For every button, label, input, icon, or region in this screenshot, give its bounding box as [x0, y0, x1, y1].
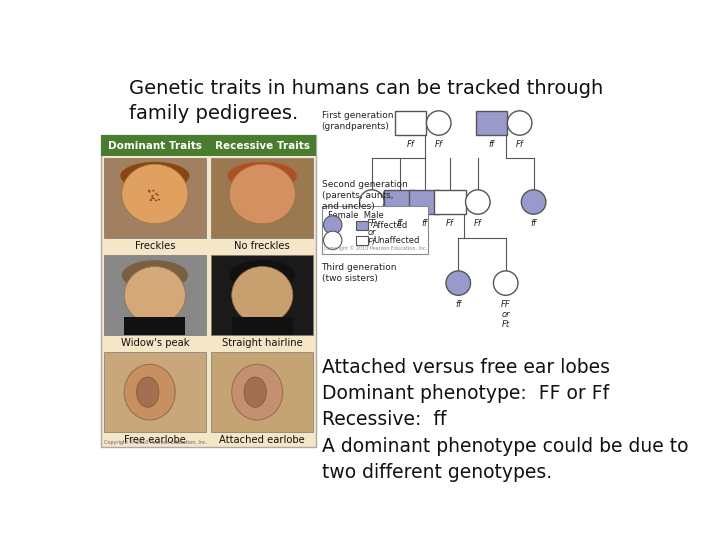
Text: Straight hairline: Straight hairline	[222, 338, 302, 348]
Text: Dominant Traits: Dominant Traits	[108, 141, 202, 151]
Ellipse shape	[232, 364, 283, 420]
Ellipse shape	[229, 164, 295, 224]
Text: ff: ff	[455, 300, 462, 309]
Text: Freckles: Freckles	[135, 241, 175, 251]
Bar	[409, 191, 441, 214]
Text: Copyright © 2010 Pearson Education, Inc.: Copyright © 2010 Pearson Education, Inc.	[104, 440, 207, 445]
Ellipse shape	[148, 191, 150, 193]
Text: Widow's peak: Widow's peak	[121, 338, 189, 348]
Ellipse shape	[323, 216, 342, 234]
Text: Attached earlobe: Attached earlobe	[220, 435, 305, 444]
Text: Female  Male: Female Male	[328, 211, 384, 220]
Bar	[384, 191, 415, 214]
Bar	[212, 158, 313, 238]
Ellipse shape	[229, 260, 295, 291]
Bar	[476, 111, 508, 134]
Text: Copyright © 2010 Pearson Education, Inc.: Copyright © 2010 Pearson Education, Inc.	[324, 245, 428, 251]
Text: Ff: Ff	[516, 140, 523, 149]
Ellipse shape	[152, 190, 155, 192]
Text: Unaffected: Unaffected	[373, 236, 419, 245]
Ellipse shape	[153, 198, 155, 199]
Text: Genetic traits in humans can be tracked through
family pedigrees.: Genetic traits in humans can be tracked …	[129, 79, 603, 123]
Ellipse shape	[446, 271, 471, 295]
Bar	[395, 111, 426, 134]
Text: Ff: Ff	[407, 140, 415, 149]
Ellipse shape	[150, 199, 152, 201]
Text: Attached versus free ear lobes: Attached versus free ear lobes	[322, 358, 610, 377]
Bar	[212, 353, 313, 432]
Bar	[104, 353, 206, 432]
Ellipse shape	[155, 200, 158, 201]
Ellipse shape	[244, 377, 266, 407]
Text: Ff: Ff	[474, 219, 482, 228]
Text: Second generation
(parents, aunts,
and uncles): Second generation (parents, aunts, and u…	[322, 180, 408, 211]
Ellipse shape	[137, 377, 159, 407]
Ellipse shape	[150, 199, 152, 201]
Text: Ff: Ff	[435, 140, 443, 149]
Ellipse shape	[125, 267, 186, 324]
Ellipse shape	[148, 190, 150, 191]
Text: No freckles: No freckles	[235, 241, 290, 251]
Ellipse shape	[158, 199, 160, 200]
Ellipse shape	[466, 190, 490, 214]
Bar	[212, 255, 313, 335]
Ellipse shape	[156, 194, 159, 196]
Ellipse shape	[122, 164, 188, 224]
Text: Third generation
(two sisters): Third generation (two sisters)	[322, 262, 397, 283]
Text: Ff: Ff	[446, 219, 454, 228]
Text: ff: ff	[397, 219, 402, 228]
Text: two different genotypes.: two different genotypes.	[322, 463, 552, 482]
Text: Free earlobe: Free earlobe	[124, 435, 186, 444]
Ellipse shape	[359, 190, 384, 214]
Ellipse shape	[228, 162, 297, 190]
Ellipse shape	[151, 197, 153, 199]
Text: Dominant phenotype:  FF or Ff: Dominant phenotype: FF or Ff	[322, 384, 608, 403]
Bar	[101, 136, 316, 156]
Ellipse shape	[120, 162, 189, 190]
Text: A dominant phenotype could be due to: A dominant phenotype could be due to	[322, 436, 688, 456]
Text: FF
or
Ft: FF or Ft	[501, 300, 510, 329]
Ellipse shape	[508, 111, 532, 135]
Text: Recessive Traits: Recessive Traits	[215, 141, 310, 151]
Bar	[104, 255, 206, 335]
Bar	[232, 318, 293, 335]
Text: First generation
(grandparents): First generation (grandparents)	[322, 111, 393, 131]
Ellipse shape	[232, 267, 293, 324]
Text: FF
or
Ff: FF or Ff	[367, 219, 377, 247]
Ellipse shape	[521, 190, 546, 214]
Ellipse shape	[122, 260, 188, 291]
Ellipse shape	[155, 193, 157, 194]
Ellipse shape	[493, 271, 518, 295]
Bar	[104, 158, 206, 238]
Text: ff: ff	[422, 219, 428, 228]
Ellipse shape	[125, 364, 175, 420]
Text: ff: ff	[489, 140, 495, 149]
Bar	[101, 136, 316, 447]
Bar	[125, 318, 186, 335]
Text: ff: ff	[531, 219, 536, 228]
Ellipse shape	[426, 111, 451, 135]
Bar	[356, 236, 369, 245]
Bar	[434, 191, 466, 214]
Text: Affected: Affected	[373, 221, 408, 230]
Bar	[322, 206, 428, 254]
Ellipse shape	[323, 231, 342, 249]
Bar	[356, 221, 369, 230]
Text: Recessive:  ff: Recessive: ff	[322, 410, 446, 429]
Ellipse shape	[151, 195, 153, 197]
